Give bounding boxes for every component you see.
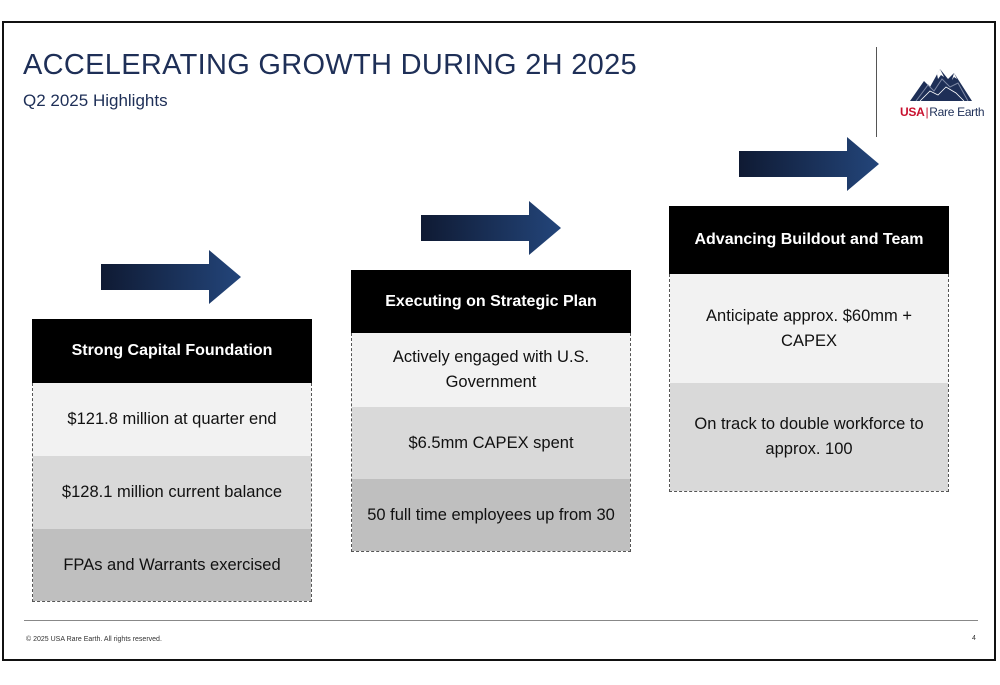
logo-wordmark: USA|Rare Earth (900, 105, 985, 119)
panel-item: $6.5mm CAPEX spent (352, 407, 630, 479)
panel-body: $121.8 million at quarter end $128.1 mil… (32, 383, 312, 602)
panel-item: $128.1 million current balance (33, 456, 311, 529)
logo-brand-text: Rare Earth (929, 105, 985, 119)
slide-subtitle: Q2 2025 Highlights (23, 91, 168, 110)
page-number: 4 (972, 635, 976, 642)
panel-strategic-plan: Executing on Strategic Plan Actively eng… (351, 270, 631, 552)
right-arrow-icon (739, 137, 879, 191)
panel-header: Executing on Strategic Plan (351, 270, 631, 333)
company-logo: USA|Rare Earth (900, 63, 985, 123)
header-divider (876, 47, 877, 137)
mountain-logo-icon (910, 69, 972, 101)
right-arrow-icon (101, 250, 241, 304)
panel-header: Advancing Buildout and Team (669, 206, 949, 274)
panel-item: Anticipate approx. $60mm + CAPEX (670, 274, 948, 383)
panel-item: $121.8 million at quarter end (33, 383, 311, 456)
slide: ACCELERATING GROWTH DURING 2H 2025 Q2 20… (2, 21, 996, 661)
panel-item: On track to double workforce to approx. … (670, 383, 948, 491)
logo-separator: | (925, 105, 929, 119)
footer-divider (24, 620, 978, 621)
panel-item: Actively engaged with U.S. Government (352, 333, 630, 407)
slide-title: ACCELERATING GROWTH DURING 2H 2025 (23, 49, 637, 81)
panel-capital-foundation: Strong Capital Foundation $121.8 million… (32, 319, 312, 602)
panel-item: FPAs and Warrants exercised (33, 529, 311, 601)
logo-usa-text: USA (900, 105, 925, 119)
panel-header: Strong Capital Foundation (32, 319, 312, 383)
panel-buildout-team: Advancing Buildout and Team Anticipate a… (669, 206, 949, 492)
right-arrow-icon (421, 201, 561, 255)
footer-copyright: © 2025 USA Rare Earth. All rights reserv… (26, 636, 162, 643)
panel-body: Anticipate approx. $60mm + CAPEX On trac… (669, 274, 949, 492)
panel-item: 50 full time employees up from 30 (352, 479, 630, 551)
panel-body: Actively engaged with U.S. Government $6… (351, 333, 631, 552)
